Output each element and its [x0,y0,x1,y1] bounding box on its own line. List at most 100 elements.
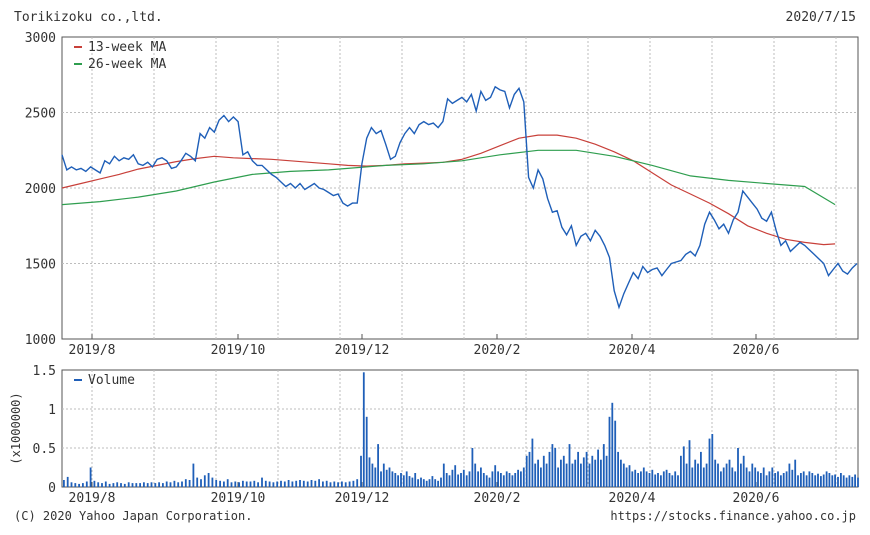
volume-bar [634,469,637,487]
volume-bar [497,471,499,487]
volume-bar [574,459,577,487]
volume-bar [268,481,271,487]
volume-bar [842,475,845,487]
volume-bar [705,463,708,487]
volume-bar [825,471,828,487]
volume-bar [828,473,831,487]
volume-bar [551,444,554,487]
volume-bar [668,473,671,487]
volume-bar [622,463,625,487]
volume-bar [451,469,454,487]
volume-bar [391,471,394,487]
volume-bar [691,467,694,487]
volume-bar [380,471,382,487]
volume-bar [797,475,799,487]
volume-bar [471,448,474,487]
volume-bar [165,481,168,487]
series-line-13-week-ma [61,134,836,246]
volume-bar [848,475,851,487]
volume-bar [537,459,539,487]
volume-bar [602,444,605,487]
volume-bar [299,480,301,487]
volume-bar [207,473,210,487]
volume-bar [482,473,485,487]
volume-bar [215,480,218,487]
volume-bar [694,459,697,487]
volume-bar [318,479,320,487]
legend-entry-13-week-ma: 13-week MA [88,40,166,55]
volume-bar [720,471,722,487]
copyright-text: (C) 2020 Yahoo Japan Corporation. [14,509,253,523]
volume-bar [777,471,779,487]
volume-bar [431,476,434,487]
price-x-tick: 2020/4 [609,343,656,358]
volume-bar [150,482,153,487]
volume-bar [253,480,256,487]
volume-bar [782,473,785,487]
volume-bar [754,467,757,487]
volume-bar [662,471,665,487]
volume-bar [70,482,73,487]
volume-bar [640,471,642,487]
volume-bar [500,473,502,487]
volume-bar [131,483,134,487]
volume-bar [93,480,96,487]
volume-bar [702,467,705,487]
volume-bar [425,480,428,487]
volume-bar [402,475,405,487]
volume-bar [557,467,559,487]
volume-bar [740,463,742,487]
volume-bar [238,482,240,487]
volume-bar [760,473,762,487]
volume-bar [502,475,505,487]
volume-bar [368,457,371,487]
volume-bar [774,473,777,487]
volume-bar [857,477,859,487]
volume-bar [560,459,562,487]
volume-bar [192,463,195,487]
volume-y-tick: 1 [48,403,56,418]
volume-bar [660,475,662,487]
volume-bar [620,459,622,487]
volume-bar [123,483,126,487]
volume-bar [731,467,734,487]
volume-bar [422,479,425,487]
volume-bar [457,474,459,487]
volume-bar [820,476,822,487]
volume-bar [568,444,571,487]
volume-bar [230,482,233,487]
volume-bar [525,455,528,487]
volume-bar [234,481,237,487]
volume-y-tick: 0 [48,481,56,496]
volume-bar [63,480,65,487]
volume-bar [802,471,805,487]
volume-bar [310,480,313,487]
volume-x-tick: 2019/10 [211,491,266,506]
volume-bar [200,479,202,487]
volume-bar [728,459,731,487]
volume-bar [765,475,768,487]
volume-bar [642,467,645,487]
volume-bar [139,483,141,487]
volume-bar [283,481,286,487]
volume-bar [688,440,691,487]
volume-bar [545,463,548,487]
volume-bar [314,480,317,487]
volume-bar [737,448,739,487]
volume-bar [242,480,244,487]
volume-bar [571,463,574,487]
volume-bar [480,467,482,487]
volume-y-tick: 1.5 [33,364,56,379]
volume-bar [437,480,439,487]
volume-bar [78,483,80,487]
volume-bar [851,476,854,487]
volume-bar [462,469,465,487]
volume-bar [196,477,199,487]
volume-bar [394,473,397,487]
volume-x-tick: 2020/6 [733,491,780,506]
volume-bar [608,416,611,487]
volume-bar [762,467,765,487]
volume-bar [362,372,365,487]
volume-bar [82,483,84,487]
volume-bar [651,469,654,487]
